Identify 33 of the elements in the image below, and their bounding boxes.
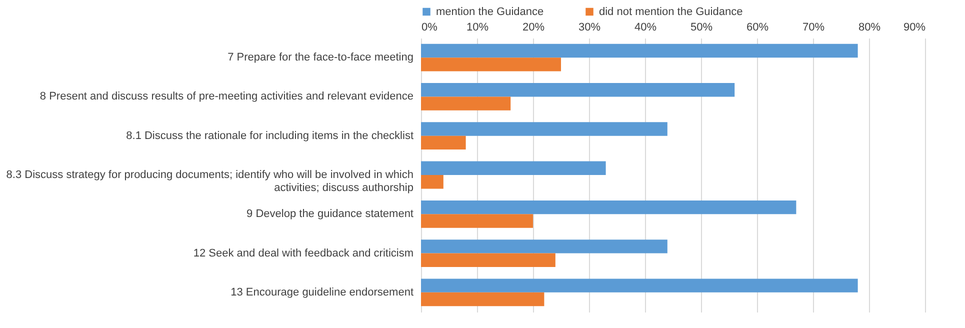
bar [421, 96, 511, 110]
x-tick-label: 40% [634, 22, 657, 34]
y-tick-label: 12 Seek and deal with feedback and criticism [193, 247, 414, 260]
x-tick-label: 80% [858, 22, 881, 34]
bar [421, 83, 735, 97]
x-tick-label: 70% [802, 22, 825, 34]
bar [421, 200, 796, 214]
bar [421, 136, 466, 150]
x-tick-label: 0% [422, 22, 438, 34]
bar [421, 278, 858, 292]
bar [421, 58, 561, 72]
x-tick-label: 30% [578, 22, 601, 34]
y-tick-label: 8 Present and discuss results of pre-meeting activities and relevant evidence [40, 90, 414, 103]
bar [421, 161, 606, 175]
y-tick-label: 7 Prepare for the face-to-face meeting [228, 52, 414, 64]
x-tick-label: 50% [690, 22, 713, 34]
x-tick-label: 10% [466, 22, 489, 34]
bar [421, 122, 668, 136]
legend-label: did not mention the Guidance [599, 6, 743, 18]
x-tick-label: 90% [903, 22, 926, 34]
y-tick-label: 13 Encourage guideline endorsement [230, 286, 414, 298]
bar [421, 175, 444, 189]
x-tick-label: 20% [522, 22, 545, 34]
bar [421, 240, 668, 254]
y-tick-label: 9 Develop the guidance statement [246, 208, 414, 220]
bar [421, 214, 533, 228]
bar [421, 253, 556, 267]
y-tick-label: 8.1 Discuss the rationale for including items in the checklist [126, 130, 414, 142]
x-tick-label: 60% [746, 22, 769, 34]
bar [421, 292, 544, 306]
legend-label: mention the Guidance [436, 6, 544, 18]
bar [421, 44, 858, 58]
y-tick-label: 8.3 Discuss strategy for producing documents; identify who will be involved in which activities; discuss authorship [6, 169, 414, 194]
